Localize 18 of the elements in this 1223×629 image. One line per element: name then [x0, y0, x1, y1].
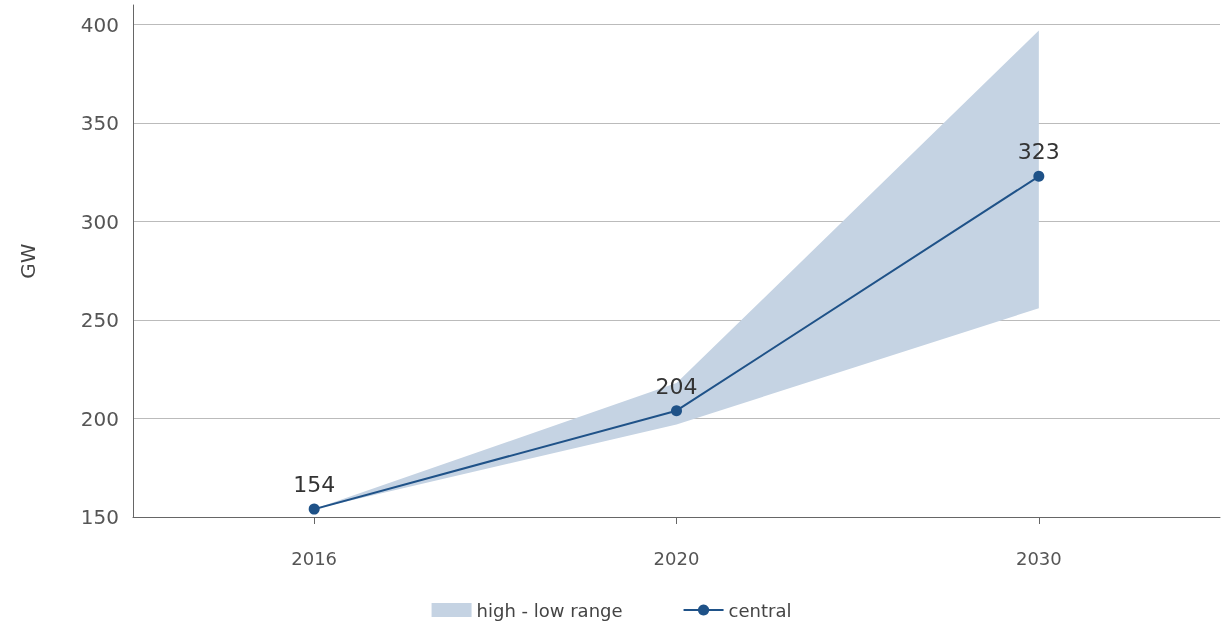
x-tick-label: 2016 — [291, 547, 338, 569]
y-axis-title: GW — [16, 243, 40, 279]
legend-label: high - low range — [476, 599, 623, 621]
data-label: 323 — [1017, 139, 1060, 165]
point — [671, 405, 682, 417]
y-tick-label: 350 — [80, 111, 119, 136]
data-label: 154 — [293, 472, 336, 498]
legend-label: central — [728, 599, 792, 621]
data-label: 204 — [655, 373, 698, 399]
x-tick-label: 2020 — [653, 547, 700, 569]
point — [308, 503, 320, 515]
y-tick-label: 400 — [80, 12, 119, 37]
y-tick-label: 150 — [80, 505, 119, 529]
y-tick-label: 200 — [80, 406, 119, 431]
point — [1033, 170, 1045, 182]
y-tick-label: 250 — [80, 308, 119, 333]
y-tick-label: 300 — [80, 209, 119, 234]
x-tick-label: 2030 — [1015, 547, 1062, 569]
